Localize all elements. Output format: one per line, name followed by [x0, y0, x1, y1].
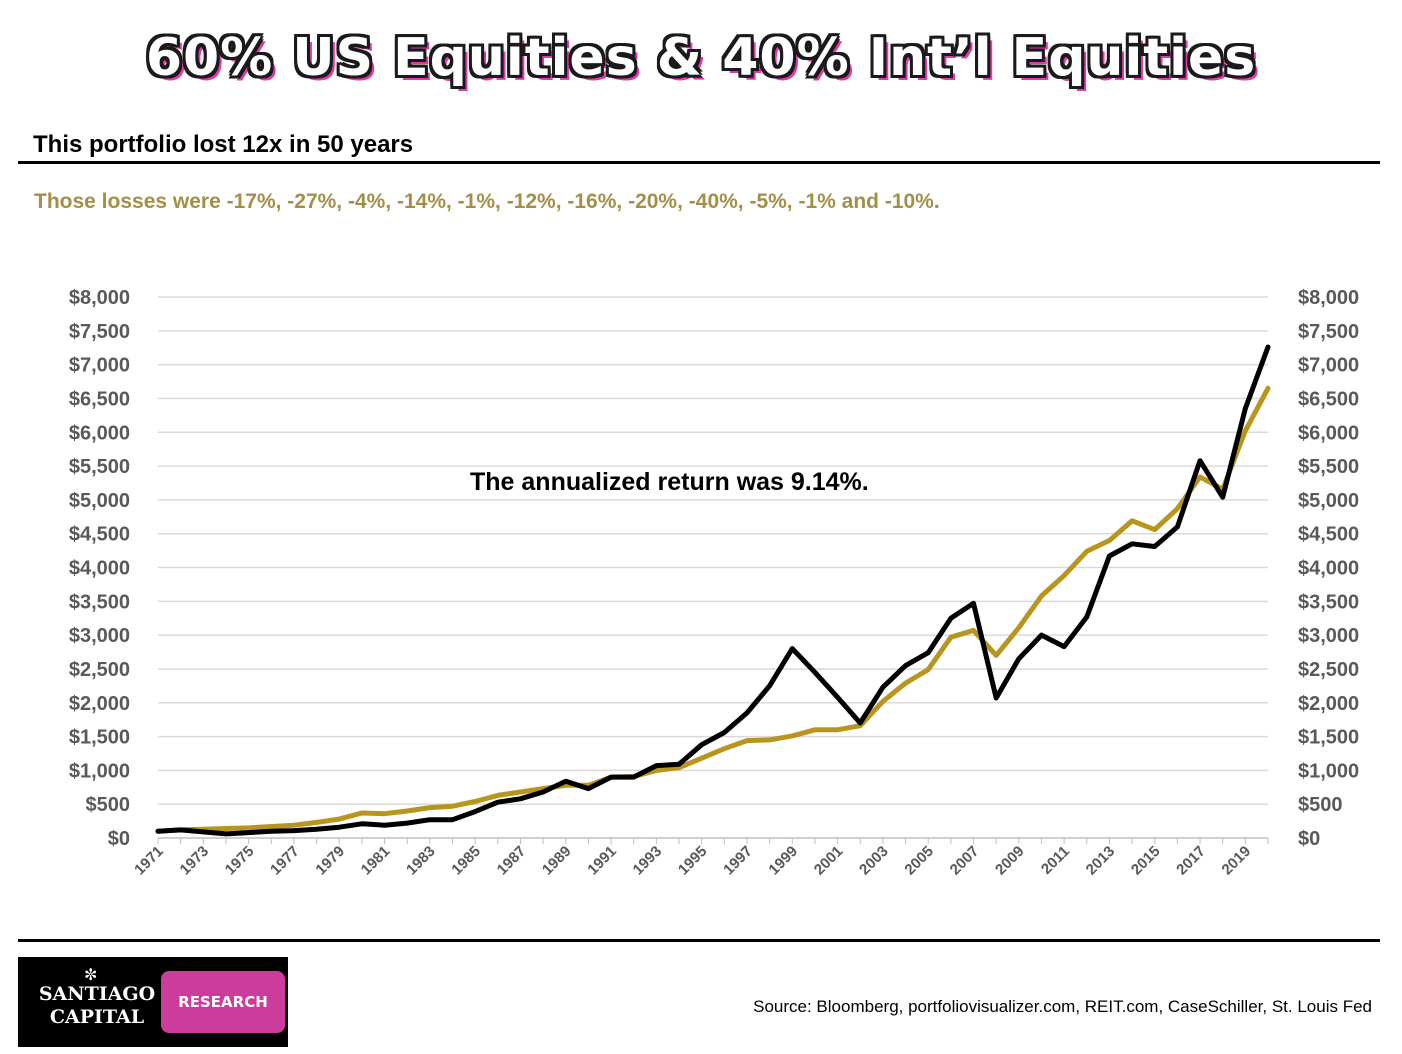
y-tick-label-right: $7,000 — [1298, 355, 1359, 377]
annotation: The annualized return was 9.14%. — [470, 468, 869, 496]
x-tick-label: 1973 — [177, 843, 213, 879]
x-tick-label: 1987 — [494, 843, 530, 879]
x-tick-label: 1983 — [403, 843, 439, 879]
y-tick-label-left: $5,000 — [69, 490, 130, 512]
series-line-black — [155, 344, 1271, 837]
x-tick-label: 2017 — [1173, 843, 1209, 879]
y-tick-label-right: $500 — [1298, 794, 1343, 816]
y-tick-label-left: $2,000 — [69, 693, 130, 715]
logo-line-2: CAPITAL — [49, 1006, 145, 1028]
y-tick-label-left: $1,000 — [69, 760, 130, 782]
bottom-divider — [18, 939, 1380, 942]
x-tick-label: 2013 — [1083, 843, 1119, 879]
y-tick-label-left: $4,500 — [69, 524, 130, 546]
y-tick-label-right: $4,000 — [1298, 558, 1359, 580]
y-tick-label-right: $3,500 — [1298, 591, 1359, 613]
logo-line-1: SANTIAGO — [38, 983, 156, 1005]
x-tick-label: 1985 — [448, 843, 484, 879]
y-tick-label-right: $0 — [1298, 828, 1320, 850]
x-tick-label: 1997 — [720, 843, 756, 879]
y-tick-label-right: $2,500 — [1298, 659, 1359, 681]
y-tick-label-left: $7,500 — [69, 321, 130, 343]
x-tick-label: 2001 — [811, 843, 847, 879]
x-tick-label: 1989 — [539, 843, 575, 879]
y-tick-label-right: $3,000 — [1298, 625, 1359, 647]
research-badge: RESEARCH — [161, 971, 285, 1033]
y-tick-label-right: $1,500 — [1298, 727, 1359, 749]
x-tick-label: 1993 — [630, 843, 666, 879]
y-tick-label-left: $6,000 — [69, 422, 130, 444]
logo-wordmark: SANTIAGO CAPITAL — [22, 983, 172, 1029]
x-tick-label: 2009 — [992, 843, 1028, 879]
y-tick-label-right: $5,500 — [1298, 456, 1359, 478]
y-tick-label-left: $3,000 — [69, 625, 130, 647]
x-tick-label: 2007 — [947, 843, 983, 879]
y-tick-label-left: $6,500 — [69, 388, 130, 410]
y-tick-label-left: $7,000 — [69, 355, 130, 377]
y-tick-label-right: $2,000 — [1298, 693, 1359, 715]
x-tick-label: 1995 — [675, 843, 711, 879]
x-tick-label: 1977 — [267, 843, 303, 879]
x-tick-label: 1991 — [584, 843, 620, 879]
subtitle: This portfolio lost 12x in 50 years — [33, 131, 414, 158]
line-chart: $0 $0 $500 $500 $1,000 $1,000 $1,500 $1,500 $2,0… — [69, 287, 1359, 879]
y-tick-label-right: $4,500 — [1298, 524, 1359, 546]
y-tick-label-left: $1,500 — [69, 727, 130, 749]
y-tick-label-left: $2,500 — [69, 659, 130, 681]
y-tick-label-left: $0 — [108, 828, 130, 850]
x-tick-label: 1975 — [222, 843, 258, 879]
x-tick-label: 1999 — [765, 843, 801, 879]
y-tick-label-right: $5,000 — [1298, 490, 1359, 512]
x-tick-label: 1979 — [312, 843, 348, 879]
x-tick-label: 2019 — [1219, 843, 1255, 879]
x-tick-label: 2003 — [856, 843, 892, 879]
x-tick-label: 2015 — [1128, 843, 1164, 879]
y-tick-label-left: $500 — [86, 794, 131, 816]
source-note: Source: Bloomberg, portfoliovisualizer.c… — [753, 997, 1372, 1016]
top-divider — [18, 161, 1380, 164]
y-tick-label-right: $8,000 — [1298, 287, 1359, 309]
x-tick-label: 2005 — [901, 843, 937, 879]
y-tick-label-left: $8,000 — [69, 287, 130, 309]
series-line-gold — [155, 385, 1271, 834]
x-tick-label: 2011 — [1038, 843, 1073, 878]
y-tick-label-left: $3,500 — [69, 591, 130, 613]
y-tick-label-left: $5,500 — [69, 456, 130, 478]
y-tick-label-right: $6,000 — [1298, 422, 1359, 444]
x-tick-label: 1971 — [131, 843, 167, 879]
logo-shell-icon: ✼ — [84, 965, 98, 984]
y-tick-label-right: $1,000 — [1298, 760, 1359, 782]
y-tick-label-right: $7,500 — [1298, 321, 1359, 343]
santiago-capital-logo: ✼ SANTIAGO CAPITAL RESEARCH — [18, 957, 288, 1047]
y-tick-label-right: $6,500 — [1298, 388, 1359, 410]
x-tick-label: 1981 — [358, 843, 394, 879]
y-tick-label-left: $4,000 — [69, 558, 130, 580]
chart-title: 60% US Equities & 40% Int’l Equities — [145, 28, 1257, 88]
losses-note: Those losses were -17%, -27%, -4%, -14%,… — [34, 190, 940, 213]
